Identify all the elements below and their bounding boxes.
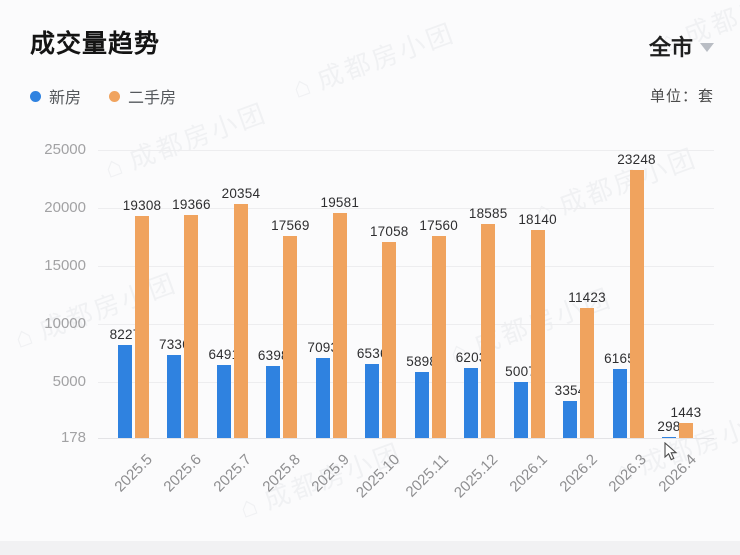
bar-resale-home[interactable] bbox=[382, 242, 397, 438]
value-label: 20354 bbox=[221, 185, 261, 201]
value-label: 1443 bbox=[670, 405, 702, 421]
bar-new-home[interactable] bbox=[612, 368, 627, 438]
value-label: 7336 bbox=[159, 336, 190, 352]
x-axis-tick-label: 2025.9 bbox=[308, 451, 354, 496]
legend-item-resale-home[interactable]: 二手房 bbox=[109, 84, 176, 108]
value-label: 5007 bbox=[505, 363, 537, 379]
bar-resale-home[interactable] bbox=[629, 170, 644, 438]
value-label: 6491 bbox=[208, 346, 240, 362]
bar-new-home[interactable] bbox=[563, 401, 578, 438]
bar-resale-home[interactable] bbox=[530, 229, 545, 438]
legend-item-label: 新房 bbox=[49, 90, 82, 107]
value-label: 19308 bbox=[122, 198, 162, 214]
legend: 新房 二手房 bbox=[30, 84, 176, 108]
value-label: 17560 bbox=[419, 218, 458, 234]
value-label: 19581 bbox=[320, 194, 360, 210]
value-label: 298 bbox=[657, 418, 681, 434]
watermark: ⌂成都房小团 bbox=[288, 17, 460, 105]
value-label: 17058 bbox=[369, 224, 409, 240]
y-axis-tick-label: 178 bbox=[60, 429, 86, 446]
bar-resale-home[interactable] bbox=[678, 423, 693, 438]
bar-new-home[interactable] bbox=[365, 364, 380, 438]
gridline bbox=[98, 150, 714, 151]
value-label: 6536 bbox=[356, 346, 388, 362]
bottom-strip bbox=[0, 541, 740, 555]
x-axis-tick-label: 2026.2 bbox=[556, 451, 601, 496]
value-label: 7093 bbox=[307, 339, 339, 355]
bar-resale-home[interactable] bbox=[580, 307, 595, 438]
region-selector-label: 全市 bbox=[648, 35, 693, 60]
y-axis-tick-label: 10000 bbox=[44, 315, 86, 333]
bar-new-home[interactable] bbox=[216, 364, 231, 438]
unit-label: 单位：套 bbox=[649, 88, 714, 105]
y-axis-tick-label: 15000 bbox=[44, 257, 86, 275]
bar-new-home[interactable] bbox=[167, 354, 182, 438]
value-label: 18140 bbox=[518, 211, 557, 227]
value-label: 5898 bbox=[406, 353, 438, 369]
legend-dot-icon bbox=[109, 90, 121, 102]
bar-new-home[interactable] bbox=[661, 436, 676, 438]
bar-resale-home[interactable] bbox=[481, 224, 496, 438]
bar-new-home[interactable] bbox=[464, 368, 479, 438]
region-selector[interactable]: 全市 bbox=[649, 30, 714, 62]
x-axis-tick-label: 2025.11 bbox=[402, 451, 453, 501]
value-label: 17569 bbox=[271, 218, 310, 234]
x-axis-tick-label: 2025.7 bbox=[209, 451, 255, 496]
x-axis-tick-label: 2026.1 bbox=[506, 451, 552, 496]
value-label: 3354 bbox=[554, 383, 586, 399]
house-icon: ⌂ bbox=[235, 488, 265, 525]
value-label: 11423 bbox=[568, 289, 606, 305]
bar-new-home[interactable] bbox=[118, 344, 132, 438]
bar-resale-home[interactable] bbox=[431, 236, 446, 438]
x-axis-tick-label: 2025.10 bbox=[352, 451, 403, 502]
bar-resale-home[interactable] bbox=[332, 212, 347, 438]
y-axis-tick-label: 20000 bbox=[44, 199, 86, 216]
gridline bbox=[98, 208, 714, 209]
mouse-cursor bbox=[664, 442, 678, 461]
gridline bbox=[98, 324, 714, 326]
legend-item-label: 二手房 bbox=[128, 90, 177, 107]
bar-resale-home[interactable] bbox=[184, 215, 199, 438]
y-axis-tick-label: 5000 bbox=[52, 373, 86, 391]
gridline bbox=[98, 266, 714, 268]
bar-new-home[interactable] bbox=[513, 381, 528, 438]
house-icon: ⌂ bbox=[100, 148, 130, 185]
bar-new-home[interactable] bbox=[414, 371, 429, 438]
house-icon: ⌂ bbox=[288, 68, 318, 105]
legend-item-new-home[interactable]: 新房 bbox=[30, 84, 81, 108]
value-label: 19366 bbox=[172, 197, 211, 213]
x-axis-tick-label: 2025.5 bbox=[111, 451, 156, 496]
value-label: 23248 bbox=[617, 152, 656, 168]
bar-resale-home[interactable] bbox=[283, 236, 298, 438]
value-label: 6398 bbox=[257, 347, 289, 363]
x-axis-tick-label: 2026.3 bbox=[605, 451, 651, 496]
x-axis-tick-label: 2025.6 bbox=[160, 451, 205, 496]
gridline bbox=[98, 382, 714, 384]
bar-resale-home[interactable] bbox=[135, 216, 149, 438]
value-label: 18585 bbox=[468, 206, 508, 222]
x-axis-tick-label: 2025.12 bbox=[451, 451, 502, 502]
page-title: 成交量趋势 bbox=[30, 30, 161, 58]
x-axis-tick-label: 2025.8 bbox=[259, 451, 304, 496]
chevron-down-icon bbox=[700, 43, 714, 52]
value-label: 6203 bbox=[455, 350, 487, 366]
x-axis-tick-label: 2026.4 bbox=[655, 451, 700, 496]
value-label: 8227 bbox=[109, 326, 141, 342]
bar-resale-home[interactable] bbox=[233, 203, 248, 438]
bar-new-home[interactable] bbox=[266, 365, 281, 438]
gridline bbox=[98, 438, 714, 439]
legend-dot-icon bbox=[30, 90, 41, 102]
value-label: 6165 bbox=[604, 350, 635, 366]
bar-new-home[interactable] bbox=[315, 357, 330, 438]
y-axis-tick-label: 25000 bbox=[44, 141, 86, 158]
